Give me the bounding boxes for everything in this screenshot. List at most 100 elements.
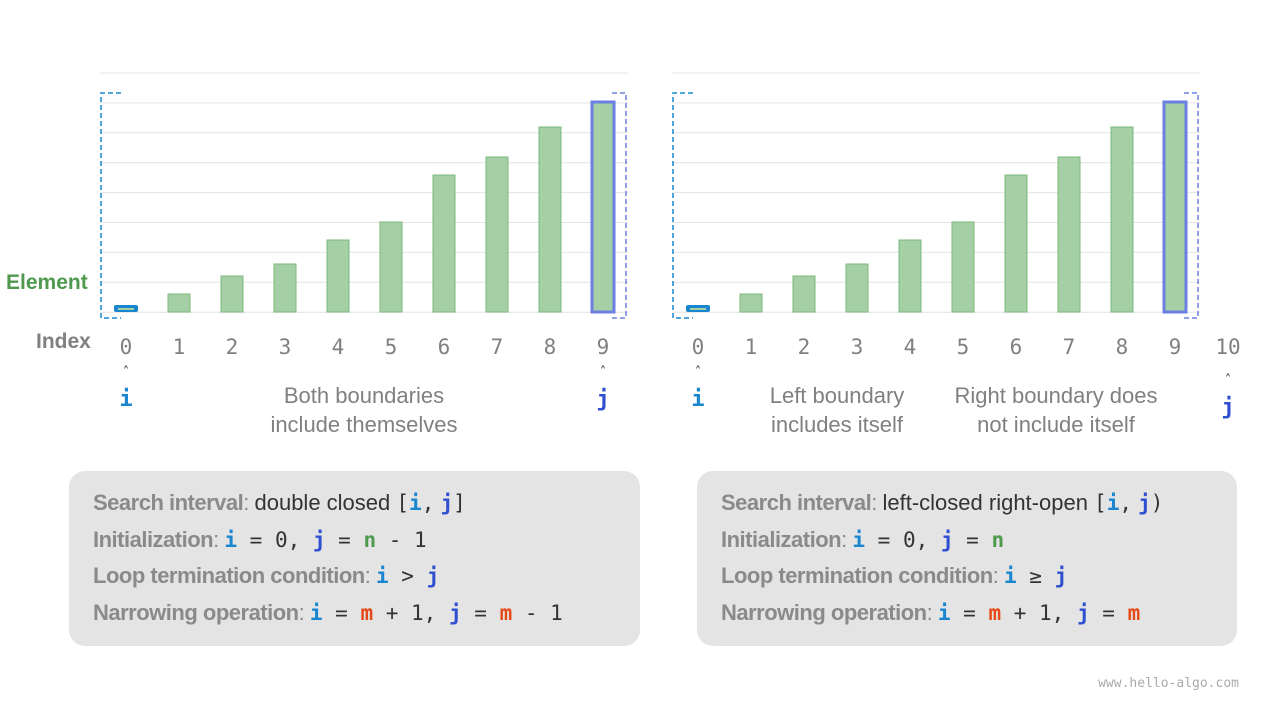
index-label: 3 bbox=[851, 335, 864, 359]
interval-left-bracket bbox=[672, 92, 693, 319]
right-caption-right: Right boundary does not include itself bbox=[926, 381, 1186, 439]
bar bbox=[951, 221, 975, 313]
index-label: 6 bbox=[438, 335, 451, 359]
var-i: i bbox=[852, 527, 866, 552]
search-interval-line: Search interval: left-closed right-open … bbox=[721, 490, 1164, 515]
var-m: m bbox=[499, 600, 513, 625]
caption-line: Left boundary bbox=[769, 383, 905, 408]
left-caption: Both boundaries include themselves bbox=[214, 381, 514, 439]
op: = bbox=[1089, 600, 1128, 625]
bar bbox=[1110, 126, 1134, 313]
var-n: n bbox=[363, 527, 377, 552]
bar bbox=[273, 263, 297, 313]
pointer-j: j bbox=[1221, 395, 1234, 420]
right-info-box: Search interval: left-closed right-open … bbox=[697, 471, 1237, 646]
index-label: 2 bbox=[226, 335, 239, 359]
search-interval-line: Search interval: double closed [i, j] bbox=[93, 490, 466, 515]
var-j: j bbox=[1076, 600, 1090, 625]
var-i: i bbox=[375, 564, 389, 588]
index-label: 10 bbox=[1215, 335, 1240, 359]
var-n: n bbox=[991, 527, 1005, 552]
index-label: 1 bbox=[745, 335, 758, 359]
pointer-arrow-icon: ˄ bbox=[123, 365, 130, 380]
narrowing-line: Narrowing operation: i = m + 1, j = m - … bbox=[93, 599, 563, 625]
bar bbox=[690, 308, 706, 310]
var-i: i bbox=[1003, 564, 1017, 588]
key: Initialization bbox=[93, 526, 214, 552]
bar bbox=[326, 239, 350, 313]
op: > bbox=[388, 564, 427, 588]
right-caption-left: Left boundary includes itself bbox=[737, 381, 937, 439]
caption-line: includes itself bbox=[770, 412, 904, 437]
bar bbox=[485, 156, 509, 313]
key: Narrowing operation bbox=[93, 599, 299, 625]
caption-line: Both boundaries bbox=[283, 383, 445, 408]
index-label: 9 bbox=[1169, 335, 1182, 359]
index-label: 8 bbox=[1116, 335, 1129, 359]
bar bbox=[1057, 156, 1081, 313]
bar-j-highlight bbox=[590, 100, 616, 314]
var-j: j bbox=[940, 527, 954, 552]
bar bbox=[432, 174, 456, 313]
index-label: 4 bbox=[904, 335, 917, 359]
var-i: i bbox=[937, 600, 951, 625]
bar bbox=[220, 275, 244, 313]
var-j: j bbox=[440, 491, 454, 515]
pointer-j: j bbox=[596, 387, 609, 412]
termination-line: Loop termination condition: i ≥ j bbox=[721, 563, 1068, 588]
key: Loop termination condition bbox=[93, 563, 365, 588]
key: Loop termination condition bbox=[721, 563, 993, 588]
bracket: [ bbox=[396, 491, 410, 515]
var-j: j bbox=[1138, 491, 1151, 515]
value: double closed bbox=[254, 490, 397, 515]
op: = bbox=[950, 600, 989, 625]
index-label: 8 bbox=[544, 335, 557, 359]
op: = bbox=[325, 527, 364, 552]
pointer-i: i bbox=[691, 387, 704, 412]
index-label: 5 bbox=[385, 335, 398, 359]
index-label: 1 bbox=[173, 335, 186, 359]
left-info-box: Search interval: double closed [i, j] In… bbox=[69, 471, 640, 646]
index-axis-label: Index bbox=[36, 330, 91, 353]
pointer-arrow-icon: ˄ bbox=[695, 365, 702, 380]
bracket: ) bbox=[1150, 491, 1164, 515]
bar bbox=[792, 275, 816, 313]
op: = 0, bbox=[237, 527, 313, 552]
var-i: i bbox=[409, 491, 422, 515]
var-i: i bbox=[1106, 491, 1120, 515]
termination-line: Loop termination condition: i > j bbox=[93, 563, 440, 588]
bar bbox=[118, 308, 134, 310]
index-label: 2 bbox=[798, 335, 811, 359]
bracket: ] bbox=[453, 491, 466, 515]
interval-left-bracket bbox=[100, 92, 121, 319]
var-j: j bbox=[448, 600, 462, 625]
index-label: 7 bbox=[1063, 335, 1076, 359]
index-label: 5 bbox=[957, 335, 970, 359]
pointer-arrow-icon: ˄ bbox=[600, 365, 607, 380]
caption-line: include themselves bbox=[270, 412, 458, 437]
caption-line: not include itself bbox=[977, 412, 1135, 437]
bar bbox=[739, 293, 763, 313]
op: ≥ bbox=[1016, 564, 1055, 588]
index-label: 0 bbox=[692, 335, 705, 359]
op: = bbox=[322, 600, 361, 625]
key: Narrowing operation bbox=[721, 599, 927, 625]
op: + 1, bbox=[1001, 600, 1077, 625]
index-label: 7 bbox=[491, 335, 504, 359]
key: Search interval bbox=[93, 490, 244, 515]
narrowing-line: Narrowing operation: i = m + 1, j = m bbox=[721, 599, 1141, 625]
caption-line: Right boundary does bbox=[954, 383, 1158, 408]
value: left-closed right-open bbox=[882, 490, 1095, 515]
comma: , bbox=[421, 491, 435, 515]
bar bbox=[1004, 174, 1028, 313]
op: = bbox=[461, 600, 500, 625]
var-j: j bbox=[426, 564, 440, 588]
index-label: 4 bbox=[332, 335, 345, 359]
key: Initialization bbox=[721, 526, 842, 552]
bar-j-highlight bbox=[1162, 100, 1188, 314]
var-i: i bbox=[224, 527, 238, 552]
pointer-arrow-icon: ˄ bbox=[1225, 373, 1232, 388]
op: = 0, bbox=[865, 527, 941, 552]
index-label: 9 bbox=[597, 335, 610, 359]
